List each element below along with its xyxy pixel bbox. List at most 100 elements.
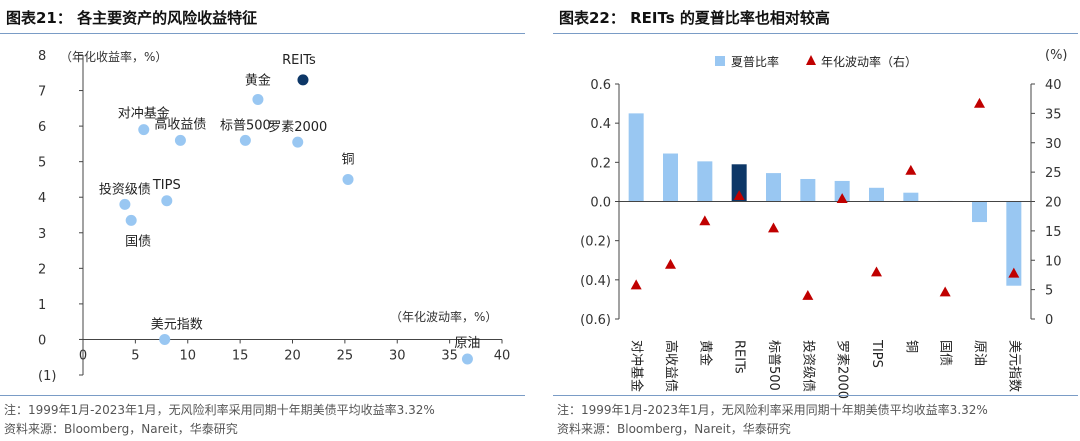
x-category-label-TIPS: TIPS	[869, 339, 884, 368]
volatility-marker-铜	[905, 164, 917, 175]
scatter-point-原油	[461, 353, 473, 365]
volatility-marker-黄金	[699, 215, 711, 226]
right-y-tick-label: 25	[1045, 166, 1062, 181]
x-category-label-标普500: 标普500	[766, 340, 781, 391]
x-category-label-原油: 原油	[972, 340, 987, 366]
y-tick-label: 8	[38, 49, 46, 64]
point-label-REITs: REITs	[282, 53, 316, 68]
legend-label-volatility: 年化波动率（右）	[821, 54, 917, 69]
volatility-marker-高收益债	[665, 258, 676, 269]
right-y-tick-label: 10	[1045, 254, 1062, 269]
scatter-point-对冲基金	[138, 124, 150, 136]
bar-chart: 0.6 0.4 0.2 0.0 (0.2) (0.4) (0.6) 40 35 30 25 20 15 1…	[580, 48, 1068, 399]
x-tick-label: 10	[179, 348, 196, 363]
x-tick-label: 25	[337, 348, 354, 363]
x-tick-label: 35	[441, 348, 458, 363]
sharpe-bar-美元指数	[1006, 201, 1022, 286]
y-tick-label: 1	[38, 298, 46, 313]
point-label-铜: 铜	[342, 152, 355, 167]
left-y-tick-label: 0.6	[590, 78, 611, 93]
scatter-point-罗素2000	[292, 136, 304, 148]
scatter-point-国债	[125, 214, 137, 226]
x-category-label-美元指数: 美元指数	[1006, 340, 1021, 392]
sharpe-bar-对冲基金	[628, 113, 644, 202]
volatility-marker-TIPS	[871, 266, 882, 277]
legend-label-sharpe: 夏普比率	[731, 54, 779, 69]
sharpe-bar-REITs	[731, 164, 747, 202]
right-y-tick-label: 15	[1045, 225, 1062, 240]
right-y-tick-label: 20	[1045, 196, 1062, 211]
x-category-label-铜: 铜	[903, 340, 918, 353]
left-chart-title: 图表21： 各主要资产的风险收益特征	[6, 9, 258, 27]
point-label-TIPS: TIPS	[152, 178, 181, 193]
x-category-label-高收益债: 高收益债	[663, 340, 679, 392]
y-tick-label: 2	[38, 262, 46, 277]
left-panel: 图表21： 各主要资产的风险收益特征 0 5 10 15 20 25 30 35 40 (1) 0 1…	[0, 0, 527, 441]
y-tick-label: (1)	[38, 369, 56, 384]
right-panel: 图表22： REITs 的夏普比率也相对较高 0.6 0.4 0.2 0.0 (0.2)…	[553, 0, 1080, 441]
sharpe-bar-铜	[903, 192, 919, 202]
left-y-tick-label: 0.2	[590, 156, 611, 171]
sharpe-bar-罗素2000	[834, 180, 850, 202]
volatility-marker-对冲基金	[630, 279, 642, 290]
right-y-tick-label: 30	[1045, 137, 1062, 152]
volatility-marker-标普500	[768, 222, 779, 233]
y-axis-label: （年化收益率，%）	[60, 49, 167, 64]
x-tick-label: 30	[389, 348, 406, 363]
legend-swatch-sharpe	[715, 56, 725, 66]
legend-marker-volatility	[806, 55, 816, 65]
x-category-label-REITs: REITs	[732, 340, 747, 374]
volatility-marker-投资级债	[802, 290, 814, 300]
right-axis-unit: (%)	[1045, 48, 1068, 63]
left-y-tick-label: 0.0	[590, 196, 611, 211]
scatter-point-黄金	[252, 93, 264, 105]
sharpe-bar-原油	[972, 201, 987, 223]
left-note: 注：1999年1月-2023年1月，无风险利率采用同期十年期美债平均收益率3.3…	[4, 403, 435, 417]
x-tick-label: 20	[284, 348, 301, 363]
x-tick-label: 15	[232, 348, 249, 363]
x-category-label-罗素2000: 罗素2000	[835, 340, 850, 399]
volatility-marker-REITs	[733, 190, 745, 201]
point-label-标普500: 标普500	[220, 118, 271, 133]
y-tick-label: 3	[38, 227, 46, 242]
x-tick-label: 40	[494, 348, 511, 363]
sharpe-bar-标普500	[766, 173, 781, 202]
left-y-tick-label: 0.4	[590, 117, 611, 132]
volatility-marker-国债	[939, 286, 951, 297]
point-label-国债: 国债	[125, 234, 151, 249]
point-label-黄金: 黄金	[245, 72, 271, 88]
scatter-point-投资级债	[119, 198, 131, 210]
point-label-罗素2000: 罗素2000	[268, 120, 327, 135]
point-label-对冲基金: 对冲基金	[118, 106, 170, 122]
point-label-原油: 原油	[454, 336, 480, 351]
volatility-marker-美元指数	[1008, 267, 1020, 278]
y-tick-label: 4	[38, 191, 46, 206]
right-footer-rule	[553, 395, 1078, 396]
right-y-tick-label: 40	[1045, 78, 1062, 93]
right-title-rule	[553, 33, 1078, 34]
left-source: 资料来源：Bloomberg，Nareit，华泰研究	[4, 422, 238, 436]
y-tick-label: 7	[38, 85, 46, 100]
left-y-tick-label: (0.2)	[580, 235, 611, 250]
scatter-point-REITs	[297, 74, 309, 86]
point-label-投资级债: 投资级债	[99, 181, 151, 197]
x-axis-label: （年化波动率，%）	[390, 309, 497, 324]
volatility-marker-罗素2000	[836, 193, 848, 203]
y-tick-label: 0	[38, 333, 46, 348]
scatter-point-标普500	[239, 134, 251, 146]
left-y-tick-label: (0.4)	[580, 274, 611, 289]
right-source: 资料来源：Bloomberg，Nareit，华泰研究	[557, 422, 791, 436]
x-tick-label: 5	[131, 348, 139, 363]
volatility-marker-原油	[974, 97, 985, 108]
scatter-point-TIPS	[161, 195, 173, 207]
right-chart-title: 图表22： REITs 的夏普比率也相对较高	[559, 9, 830, 27]
scatter-point-铜	[342, 173, 354, 185]
x-category-label-投资级债: 投资级债	[800, 340, 816, 392]
y-tick-label: 5	[38, 156, 46, 171]
x-tick-label: 0	[79, 348, 87, 363]
point-label-高收益债: 高收益债	[154, 116, 206, 132]
left-title-rule	[0, 33, 525, 34]
right-y-tick-label: 0	[1045, 313, 1053, 328]
y-tick-label: 6	[38, 120, 46, 135]
sharpe-bar-TIPS	[869, 187, 884, 202]
